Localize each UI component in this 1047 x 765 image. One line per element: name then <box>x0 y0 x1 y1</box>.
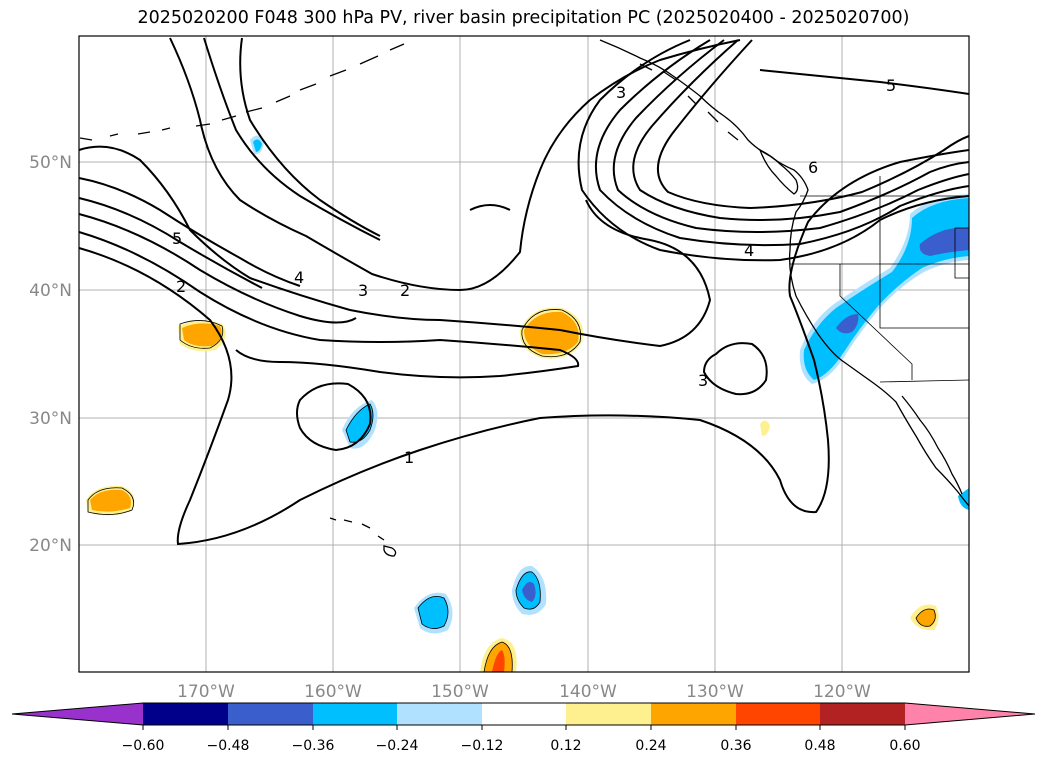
map-frame <box>78 35 970 673</box>
positive-anomaly-blob <box>916 609 936 627</box>
pv-contour <box>577 39 970 262</box>
borders <box>790 176 970 383</box>
colorbar-tick-label: 0.48 <box>804 738 835 754</box>
colorbar-segment <box>482 703 566 725</box>
colorbar-tick-label: −0.48 <box>207 738 250 754</box>
pv-contour <box>296 382 372 452</box>
pv-contour <box>78 197 263 289</box>
pv-contour <box>632 39 970 221</box>
positive-anomaly-blob <box>182 323 222 347</box>
pv-contour <box>469 204 511 211</box>
contour-label: 5 <box>172 229 182 248</box>
colorbar-segment <box>143 703 228 725</box>
pv-contour <box>78 177 301 287</box>
colorbar-segment <box>228 703 313 725</box>
colorbar-segment <box>651 703 736 725</box>
pv-contour <box>759 69 970 95</box>
colorbar-segment <box>820 703 905 725</box>
negative-anomaly-core <box>522 582 536 602</box>
colorbar-segment <box>736 703 820 725</box>
pv-contour <box>702 342 768 396</box>
shaded-outlines <box>87 309 936 673</box>
lon-label: 140°W <box>559 682 617 702</box>
positive-anomaly-blob <box>524 311 579 355</box>
positive-anomaly-core <box>492 650 505 672</box>
colorbar-segment <box>397 703 482 725</box>
colorbar-tick-label: 0.24 <box>635 738 666 754</box>
us-mexico-border <box>879 379 970 383</box>
colorbar-tick-label: −0.24 <box>376 738 419 754</box>
contour-label: 4 <box>744 241 754 260</box>
colorbar-extend-min <box>12 703 143 725</box>
pv-contours <box>78 37 970 546</box>
colorbar-tick-label: −0.36 <box>292 738 335 754</box>
pv-contour <box>203 37 381 241</box>
pv-contour <box>594 39 970 247</box>
contour-labels: 5 2 4 3 2 3 1 3 6 4 5 <box>172 76 896 467</box>
contour-label: 4 <box>294 268 304 287</box>
pv-contour <box>78 149 970 546</box>
gridlines <box>79 36 969 672</box>
lat-label: 40°N <box>29 281 72 301</box>
lon-label: 130°W <box>686 682 744 702</box>
lon-label: 120°W <box>813 682 871 702</box>
hawaii-islands <box>329 517 397 557</box>
aleutian-islands <box>79 43 405 141</box>
pv-contour <box>78 145 712 348</box>
pv-contour <box>612 39 970 233</box>
negative-anomaly-core <box>836 314 859 334</box>
colorbar-tick-label: 0.12 <box>550 738 581 754</box>
contour-label: 5 <box>886 76 896 95</box>
negative-anomaly-blob <box>418 596 448 629</box>
state-border <box>879 176 969 329</box>
vancouver-island <box>758 148 799 195</box>
colorbar-tick-label: 0.36 <box>720 738 751 754</box>
shaded-areas <box>86 135 969 672</box>
pv-contour <box>78 231 580 379</box>
colorbar-extend-max <box>905 703 1035 725</box>
positive-anomaly-blob <box>760 420 770 436</box>
lat-label: 50°N <box>29 153 72 173</box>
pv-contour <box>78 213 357 324</box>
positive-anomaly-blob <box>90 489 131 512</box>
baja-coast <box>901 395 963 495</box>
state-border <box>954 227 969 279</box>
map-title: 2025020200 F048 300 hPa PV, river basin … <box>137 8 910 28</box>
contour-label: 3 <box>698 371 708 390</box>
pv-contour <box>239 37 381 237</box>
lat-labels: 50°N 40°N 30°N 20°N <box>29 153 72 556</box>
contour-label: 1 <box>404 448 414 467</box>
contour-label: 3 <box>358 281 368 300</box>
state-border <box>839 264 913 380</box>
contour-label: 6 <box>808 158 818 177</box>
lon-label: 150°W <box>431 682 489 702</box>
lat-label: 20°N <box>29 536 72 556</box>
lon-label: 170°W <box>177 682 235 702</box>
pv-contour <box>656 39 970 210</box>
colorbar-tick-label: 0.60 <box>889 738 920 754</box>
contour-label: 2 <box>176 277 186 296</box>
lon-label: 160°W <box>304 682 362 702</box>
colorbar-tick-label: −0.12 <box>461 738 504 754</box>
negative-anomaly-blob <box>253 139 262 152</box>
contour-label: 2 <box>400 281 410 300</box>
colorbar-segment <box>313 703 397 725</box>
colorbar-tick-label: −0.60 <box>122 738 165 754</box>
contour-label: 3 <box>616 83 626 102</box>
negative-anomaly-core <box>919 228 969 256</box>
pv-contour <box>169 37 741 292</box>
colorbar: −0.60 −0.48 −0.36 −0.24 −0.12 0.12 0.24 … <box>11 702 1036 754</box>
lat-label: 30°N <box>29 409 72 429</box>
lon-labels: 170°W 160°W 150°W 140°W 130°W 120°W <box>177 682 871 702</box>
colorbar-segment <box>566 703 651 725</box>
